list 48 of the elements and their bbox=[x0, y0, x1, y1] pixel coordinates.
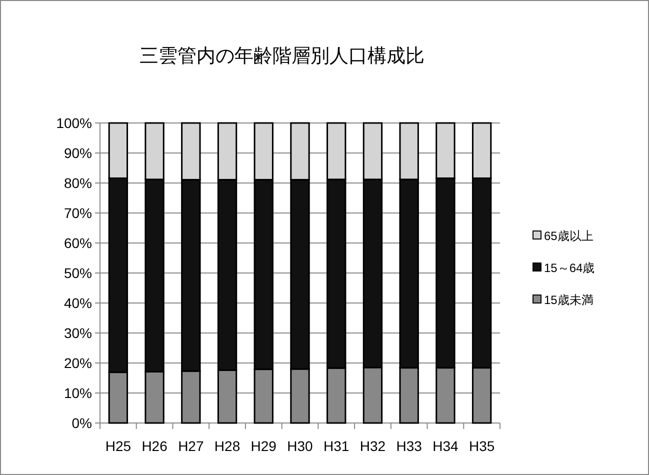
bar bbox=[362, 122, 383, 180]
bar bbox=[436, 122, 456, 179]
bar bbox=[108, 177, 128, 374]
x-tick-label: H33 bbox=[396, 438, 422, 454]
x-tick-label: H29 bbox=[250, 438, 277, 454]
legend-label: 65歳以上 bbox=[544, 229, 594, 243]
bar bbox=[181, 178, 201, 372]
y-tick-label: 60% bbox=[64, 235, 92, 251]
x-tick-label: H28 bbox=[214, 438, 240, 454]
bar bbox=[181, 122, 201, 180]
x-tick-label: H25 bbox=[105, 438, 132, 454]
bar bbox=[399, 122, 419, 180]
x-tick-label: H27 bbox=[178, 438, 204, 454]
bar bbox=[144, 178, 164, 372]
bar bbox=[472, 177, 492, 369]
y-tick-label: 0% bbox=[72, 415, 92, 431]
y-tick-label: 40% bbox=[64, 295, 92, 311]
bar bbox=[399, 178, 419, 369]
x-tick-label: H30 bbox=[287, 438, 314, 454]
y-tick-label: 30% bbox=[64, 325, 92, 341]
y-tick-label: 10% bbox=[64, 385, 92, 401]
bar bbox=[254, 178, 274, 370]
x-tick-label: H34 bbox=[432, 438, 459, 454]
bar bbox=[436, 177, 456, 369]
bar bbox=[254, 122, 274, 180]
y-tick-label: 100% bbox=[56, 115, 92, 131]
bar bbox=[108, 122, 128, 179]
x-tick-label: H31 bbox=[324, 438, 350, 454]
y-tick-label: 50% bbox=[64, 265, 92, 281]
chart-title: 三雲管内の年齢階層別人口構成比 bbox=[140, 46, 424, 67]
legend-label: 15～64歳 bbox=[544, 261, 595, 275]
bar bbox=[290, 122, 310, 180]
bar bbox=[290, 178, 310, 370]
x-tick-label: H32 bbox=[360, 438, 386, 454]
y-tick-label: 80% bbox=[64, 175, 92, 191]
legend-label: 15歳未満 bbox=[544, 293, 594, 307]
bar bbox=[472, 122, 492, 179]
x-tick-label: H26 bbox=[142, 438, 168, 454]
bar bbox=[217, 122, 238, 180]
bar bbox=[362, 178, 383, 368]
bar bbox=[326, 122, 346, 180]
bar bbox=[144, 122, 164, 180]
x-tick-label: H35 bbox=[468, 438, 495, 454]
bar bbox=[217, 178, 238, 371]
y-tick-label: 90% bbox=[64, 145, 92, 161]
bar bbox=[326, 178, 346, 369]
y-tick-label: 70% bbox=[64, 205, 92, 221]
y-tick-label: 20% bbox=[64, 355, 92, 371]
